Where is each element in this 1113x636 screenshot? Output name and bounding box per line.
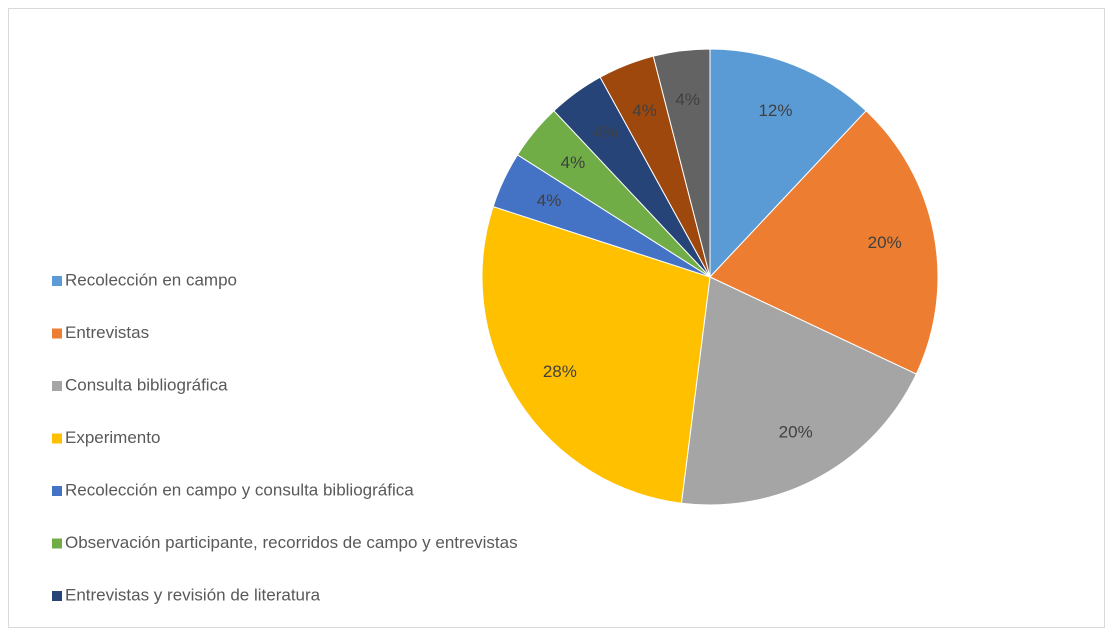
legend-swatch [52, 433, 62, 444]
data-label: 20% [868, 233, 902, 252]
legend-swatch [52, 381, 62, 391]
data-label: 28% [543, 362, 577, 381]
legend-label: Experimento [65, 428, 160, 447]
legend-label: Observación participante, recorridos de … [65, 533, 518, 552]
data-label: 4% [593, 123, 618, 142]
data-label: 4% [675, 90, 700, 109]
legend-label: Consulta bibliográfica [65, 375, 228, 394]
legend-label: Recolección en campo y consulta bibliogr… [65, 480, 414, 499]
legend-label: Entrevistas [65, 323, 149, 342]
legend-label: Entrevistas y revisión de literatura [65, 585, 321, 604]
data-label: 4% [632, 101, 657, 120]
legend-swatch [52, 538, 62, 549]
legend-swatch [52, 276, 62, 286]
pie-slice [680, 276, 917, 506]
data-label: 12% [758, 101, 792, 120]
legend-swatch [52, 486, 62, 496]
legend-swatch [52, 591, 62, 601]
pie-slice [709, 110, 939, 375]
pie-slice [481, 205, 711, 504]
data-label: 4% [561, 153, 586, 172]
data-label: 4% [537, 191, 562, 210]
legend-label: Recolección en campo [65, 270, 237, 289]
pie-slice [652, 48, 711, 278]
pie-slice [709, 48, 867, 279]
data-label: 20% [779, 422, 813, 441]
legend-swatch [52, 328, 62, 339]
